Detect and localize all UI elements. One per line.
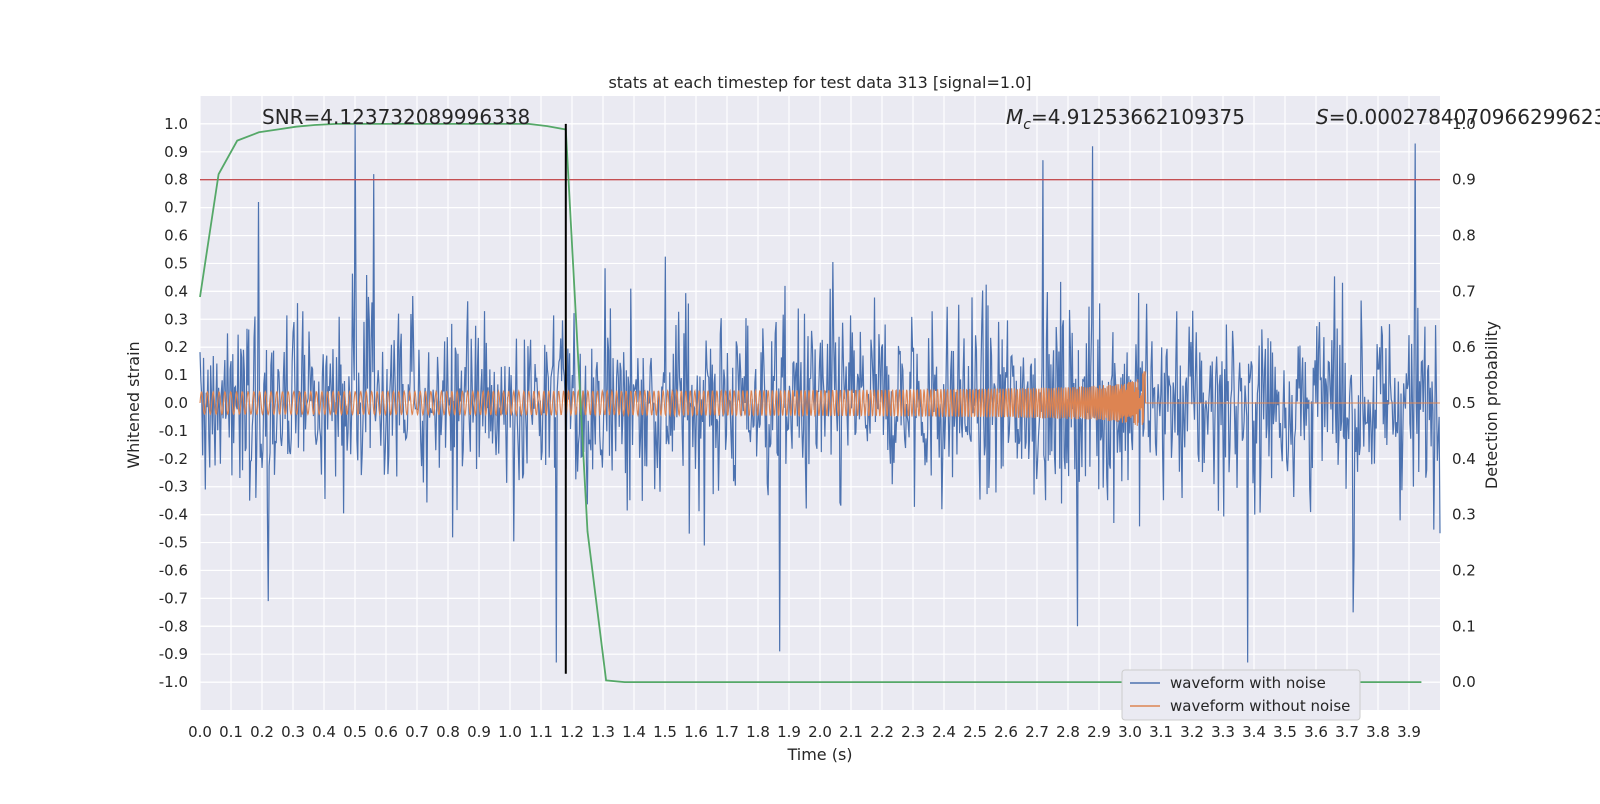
y-tick-label: -0.3 bbox=[159, 478, 188, 496]
y2-tick-label: 0.8 bbox=[1452, 227, 1476, 245]
y-tick-label: -1.0 bbox=[159, 673, 188, 691]
ticks: 0.0 0.1 0.2 0.3 0.4 0.5 0.6 0.7 0.8 0.9 1.0 1.1 1.2 1… bbox=[159, 115, 1476, 741]
y-tick-label: -0.4 bbox=[159, 506, 188, 524]
legend: waveform with noise waveform without noi… bbox=[1121, 669, 1361, 721]
y-tick-label: -0.6 bbox=[159, 561, 188, 579]
x-tick-label: 0.6 bbox=[374, 723, 398, 741]
legend-label-clean: waveform without noise bbox=[1170, 697, 1350, 715]
s-annotation: S=0.00027840709662996233 bbox=[1316, 105, 1600, 129]
x-tick-label: 0.4 bbox=[312, 723, 336, 741]
x-tick-label: 0.7 bbox=[405, 723, 429, 741]
x-tick-label: 3.4 bbox=[1242, 723, 1266, 741]
y2-tick-label: 0.7 bbox=[1452, 282, 1476, 300]
chirp-mass-annotation: Mc=4.91253662109375 bbox=[1006, 105, 1245, 133]
y2-tick-label: 0.2 bbox=[1452, 561, 1476, 579]
series-waveform-without-noise bbox=[199, 371, 1440, 426]
s-value: =0.00027840709662996233 bbox=[1329, 105, 1600, 129]
x-tick-label: 3.7 bbox=[1335, 723, 1359, 741]
chart-title: stats at each timestep for test data 313… bbox=[608, 73, 1031, 92]
x-tick-label: 0.0 bbox=[188, 723, 212, 741]
x-tick-label: 3.8 bbox=[1366, 723, 1390, 741]
y-tick-label: -0.9 bbox=[159, 645, 188, 663]
y-tick-label: 0.8 bbox=[164, 171, 188, 189]
y2-tick-label: 0.3 bbox=[1452, 506, 1476, 524]
x-tick-label: 3.5 bbox=[1273, 723, 1297, 741]
series-waveform-with-noise bbox=[199, 123, 1441, 663]
y-tick-label: 0.6 bbox=[164, 227, 188, 245]
x-tick-label: 1.6 bbox=[684, 723, 708, 741]
y-tick-label: -0.1 bbox=[159, 422, 188, 440]
x-axis-label: Time (s) bbox=[786, 745, 852, 764]
y-tick-label: -0.5 bbox=[159, 534, 188, 552]
y2-tick-label: 0.5 bbox=[1452, 394, 1476, 412]
y-tick-label: 1.0 bbox=[164, 115, 188, 133]
y-axis-label: Whitened strain bbox=[124, 341, 143, 468]
y-tick-label: 0.5 bbox=[164, 254, 188, 272]
x-tick-label: 0.8 bbox=[436, 723, 460, 741]
x-tick-label: 2.8 bbox=[1056, 723, 1080, 741]
x-tick-label: 2.7 bbox=[1025, 723, 1049, 741]
x-tick-label: 3.1 bbox=[1149, 723, 1173, 741]
x-tick-label: 1.3 bbox=[591, 723, 615, 741]
y-tick-label: 0.4 bbox=[164, 282, 188, 300]
series-layer bbox=[199, 123, 1441, 683]
x-tick-label: 1.0 bbox=[498, 723, 522, 741]
x-tick-label: 1.9 bbox=[777, 723, 801, 741]
y-tick-label: -0.7 bbox=[159, 589, 188, 607]
x-tick-label: 3.9 bbox=[1397, 723, 1421, 741]
x-tick-label: 0.3 bbox=[281, 723, 305, 741]
y-tick-label: 0.7 bbox=[164, 199, 188, 217]
y2-tick-label: 0.6 bbox=[1452, 338, 1476, 356]
x-tick-label: 3.0 bbox=[1118, 723, 1142, 741]
x-tick-label: 2.9 bbox=[1087, 723, 1111, 741]
x-tick-label: 3.3 bbox=[1211, 723, 1235, 741]
x-tick-label: 2.0 bbox=[808, 723, 832, 741]
y-tick-label: -0.8 bbox=[159, 617, 188, 635]
chirp-mass-subscript: c bbox=[1023, 117, 1031, 133]
y-tick-label: 0.3 bbox=[164, 310, 188, 328]
snr-annotation: SNR=4.123732089996338 bbox=[262, 105, 530, 129]
y2-tick-label: 1.0 bbox=[1452, 115, 1476, 133]
x-tick-label: 2.4 bbox=[932, 723, 956, 741]
y-tick-label: 0.0 bbox=[164, 394, 188, 412]
chirp-mass-value: =4.91253662109375 bbox=[1031, 105, 1245, 129]
x-tick-label: 0.1 bbox=[219, 723, 243, 741]
legend-box bbox=[1121, 669, 1361, 721]
x-tick-label: 2.5 bbox=[963, 723, 987, 741]
y2-tick-label: 0.4 bbox=[1452, 450, 1476, 468]
s-symbol: S bbox=[1316, 105, 1329, 129]
x-tick-label: 1.7 bbox=[715, 723, 739, 741]
y-tick-label: -0.2 bbox=[159, 450, 188, 468]
y2-tick-label: 0.1 bbox=[1452, 617, 1476, 635]
x-tick-label: 2.2 bbox=[870, 723, 894, 741]
x-tick-label: 1.4 bbox=[622, 723, 646, 741]
y2-tick-label: 0.9 bbox=[1452, 171, 1476, 189]
x-tick-label: 0.5 bbox=[343, 723, 367, 741]
x-tick-label: 3.2 bbox=[1180, 723, 1204, 741]
x-tick-label: 2.3 bbox=[901, 723, 925, 741]
y-tick-label: 0.2 bbox=[164, 338, 188, 356]
y-tick-label: 0.9 bbox=[164, 143, 188, 161]
x-tick-label: 2.1 bbox=[839, 723, 863, 741]
legend-label-noise: waveform with noise bbox=[1170, 674, 1326, 692]
y2-tick-label: 0.0 bbox=[1452, 673, 1476, 691]
x-tick-label: 1.8 bbox=[746, 723, 770, 741]
y2-axis-label: Detection probability bbox=[1482, 321, 1501, 489]
x-tick-label: 1.2 bbox=[560, 723, 584, 741]
x-tick-label: 0.2 bbox=[250, 723, 274, 741]
x-tick-label: 1.5 bbox=[653, 723, 677, 741]
y-tick-label: 0.1 bbox=[164, 366, 188, 384]
x-tick-label: 0.9 bbox=[467, 723, 491, 741]
series-detection-probability bbox=[199, 123, 1422, 683]
x-tick-label: 2.6 bbox=[994, 723, 1018, 741]
chirp-mass-symbol: M bbox=[1006, 105, 1023, 129]
x-tick-label: 3.6 bbox=[1304, 723, 1328, 741]
x-tick-label: 1.1 bbox=[529, 723, 553, 741]
